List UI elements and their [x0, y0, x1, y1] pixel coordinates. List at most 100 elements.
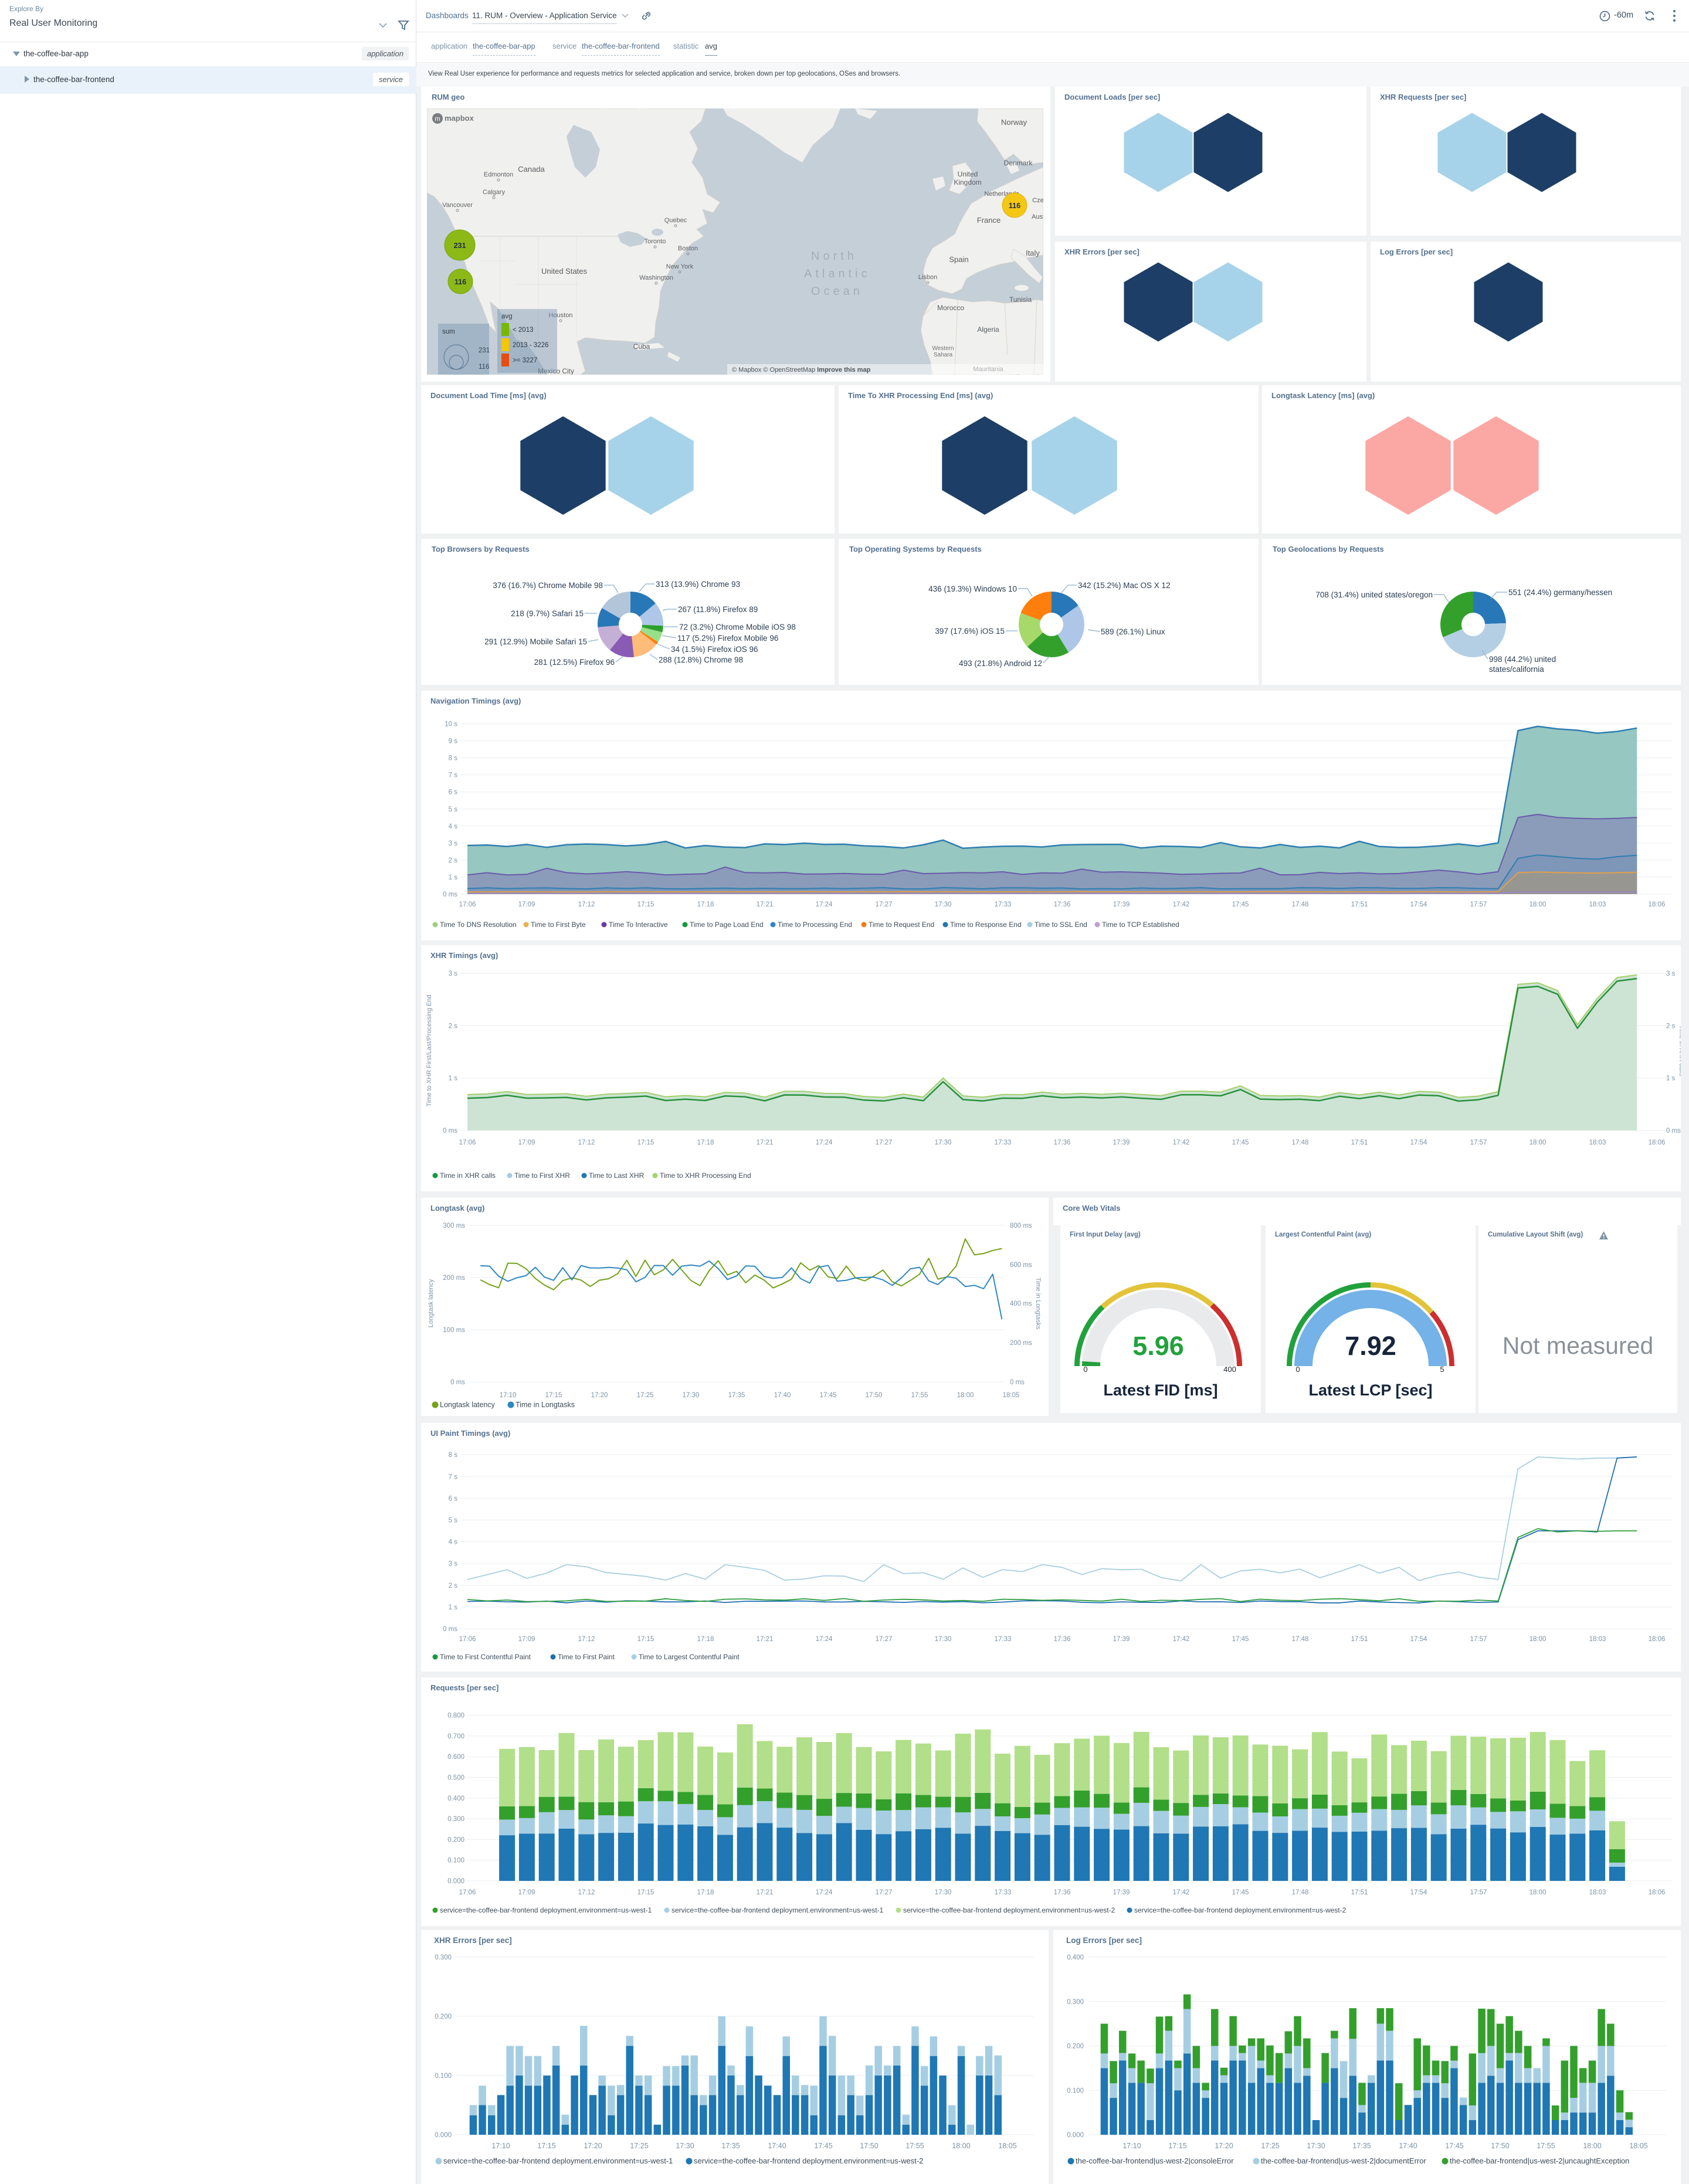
svg-text:2 s: 2 s	[449, 857, 458, 864]
svg-text:17:18: 17:18	[697, 1636, 714, 1643]
svg-text:18:00: 18:00	[1583, 2142, 1601, 2150]
svg-text:17:45: 17:45	[1232, 1889, 1249, 1896]
svg-text:Cuba: Cuba	[633, 342, 650, 351]
svg-text:17:48: 17:48	[1292, 1889, 1309, 1896]
svg-text:291 (12.9%) Mobile Safari 15: 291 (12.9%) Mobile Safari 15	[484, 637, 587, 646]
svg-text:states/california: states/california	[1489, 665, 1544, 674]
svg-text:0.800: 0.800	[447, 1713, 464, 1720]
svg-text:17:57: 17:57	[1470, 1139, 1487, 1146]
svg-text:Houston: Houston	[549, 312, 573, 319]
svg-text:service=the-coffee-bar-fronten: service=the-coffee-bar-frontend deployme…	[440, 1906, 652, 1914]
svg-text:0.300: 0.300	[435, 1954, 452, 1961]
svg-text:18:00: 18:00	[957, 1392, 974, 1399]
svg-text:service=the-coffee-bar-fronten: service=the-coffee-bar-frontend deployme…	[443, 2156, 673, 2165]
svg-text:2013 - 3226: 2013 - 3226	[513, 342, 548, 349]
svg-text:708 (31.4%) united states/oreg: 708 (31.4%) united states/oregon	[1315, 590, 1433, 599]
svg-text:Time to Page Load End: Time to Page Load End	[690, 921, 764, 929]
svg-text:0.600: 0.600	[447, 1754, 464, 1761]
svg-text:17:54: 17:54	[1410, 901, 1427, 908]
svg-text:0: 0	[1295, 1365, 1300, 1374]
svg-text:17:36: 17:36	[1054, 1139, 1071, 1146]
svg-text:Time to First XHR: Time to First XHR	[514, 1171, 570, 1180]
svg-text:17:35: 17:35	[1352, 2142, 1371, 2150]
svg-text:4 s: 4 s	[449, 1539, 458, 1546]
svg-text:0.000: 0.000	[1067, 2132, 1084, 2139]
svg-text:17:25: 17:25	[637, 1392, 654, 1399]
svg-text:17:45: 17:45	[1232, 1636, 1249, 1643]
svg-text:17:55: 17:55	[911, 1392, 928, 1399]
svg-text:Mexico City: Mexico City	[538, 367, 574, 375]
svg-text:17:48: 17:48	[1292, 1139, 1309, 1146]
svg-text:288 (12.8%) Chrome 98: 288 (12.8%) Chrome 98	[659, 655, 743, 664]
svg-text:17:12: 17:12	[578, 901, 595, 908]
svg-text:Sahara: Sahara	[934, 352, 953, 358]
svg-text:18:03: 18:03	[1589, 901, 1606, 908]
svg-text:17:51: 17:51	[1351, 901, 1368, 908]
svg-text:Austr: Austr	[1032, 213, 1043, 220]
svg-text:17:54: 17:54	[1410, 1889, 1427, 1896]
svg-text:17:21: 17:21	[757, 1636, 774, 1643]
svg-text:1 s: 1 s	[449, 1604, 458, 1611]
svg-text:17:35: 17:35	[728, 1392, 745, 1399]
svg-text:218 (9.7%) Safari 15: 218 (9.7%) Safari 15	[511, 609, 584, 618]
svg-text:0.700: 0.700	[447, 1733, 464, 1740]
svg-text:>= 3227: >= 3227	[513, 357, 537, 364]
svg-text:17:39: 17:39	[1113, 1889, 1130, 1896]
svg-text:17:10: 17:10	[1122, 2142, 1141, 2150]
svg-text:17:30: 17:30	[935, 1139, 952, 1146]
svg-text:18:00: 18:00	[1529, 901, 1546, 908]
svg-text:17:30: 17:30	[935, 1636, 952, 1643]
svg-text:17:10: 17:10	[491, 2142, 510, 2150]
svg-text:551 (24.4%) germany/hessen: 551 (24.4%) germany/hessen	[1508, 588, 1612, 597]
svg-text:17:24: 17:24	[816, 1889, 833, 1896]
svg-text:1 s: 1 s	[1666, 1075, 1676, 1082]
svg-text:Time To Interactive: Time To Interactive	[609, 921, 668, 929]
svg-text:200 ms: 200 ms	[1010, 1340, 1032, 1347]
svg-text:the-coffee-bar-frontend|us-wes: the-coffee-bar-frontend|us-west-2|consol…	[1076, 2156, 1234, 2165]
svg-text:5: 5	[1440, 1365, 1444, 1374]
svg-text:17:06: 17:06	[459, 901, 476, 908]
svg-text:281 (12.5%) Firefox 96: 281 (12.5%) Firefox 96	[534, 658, 615, 667]
svg-text:17:24: 17:24	[816, 1139, 833, 1146]
svg-text:17:42: 17:42	[1173, 1636, 1190, 1643]
svg-text:200 ms: 200 ms	[443, 1275, 465, 1282]
svg-text:17:27: 17:27	[876, 1139, 893, 1146]
svg-text:998 (44.2%) united: 998 (44.2%) united	[1489, 655, 1556, 664]
svg-text:313 (13.9%) Chrome 93: 313 (13.9%) Chrome 93	[656, 580, 740, 589]
svg-text:493 (21.8%) Android 12: 493 (21.8%) Android 12	[959, 659, 1042, 668]
svg-text:sum: sum	[442, 328, 455, 335]
svg-text:5 s: 5 s	[449, 806, 458, 813]
svg-text:17:36: 17:36	[1054, 901, 1071, 908]
svg-text:17:54: 17:54	[1410, 1139, 1427, 1146]
svg-text:17:15: 17:15	[537, 2142, 555, 2150]
svg-text:17:51: 17:51	[1351, 1889, 1368, 1896]
svg-text:17:51: 17:51	[1351, 1139, 1368, 1146]
svg-text:17:45: 17:45	[1232, 901, 1249, 908]
svg-text:1 s: 1 s	[449, 1075, 458, 1082]
svg-text:17:21: 17:21	[757, 1889, 774, 1896]
svg-text:7.92: 7.92	[1345, 1331, 1396, 1361]
svg-text:United States: United States	[541, 267, 588, 276]
svg-text:400 ms: 400 ms	[1010, 1300, 1032, 1307]
svg-text:17:18: 17:18	[697, 1889, 714, 1896]
svg-text:3 s: 3 s	[449, 1561, 458, 1568]
svg-text:17:45: 17:45	[1445, 2142, 1463, 2150]
svg-text:17:45: 17:45	[1232, 1139, 1249, 1146]
svg-text:17:15: 17:15	[637, 1139, 654, 1146]
svg-text:17:40: 17:40	[1399, 2142, 1417, 2150]
svg-text:34 (1.5%) Firefox iOS 96: 34 (1.5%) Firefox iOS 96	[671, 645, 758, 654]
svg-text:Lisbon: Lisbon	[918, 274, 937, 281]
svg-text:17:06: 17:06	[459, 1889, 476, 1896]
svg-text:17:36: 17:36	[1054, 1636, 1071, 1643]
svg-text:0 ms: 0 ms	[443, 1127, 457, 1135]
svg-text:17:36: 17:36	[1054, 1889, 1071, 1896]
svg-text:Time to Largest Contentful Pai: Time to Largest Contentful Paint	[639, 1653, 740, 1661]
svg-text:397 (17.6%) iOS 15: 397 (17.6%) iOS 15	[935, 627, 1005, 636]
svg-text:3 s: 3 s	[1666, 970, 1676, 977]
svg-text:17:15: 17:15	[637, 1889, 654, 1896]
svg-text:17:18: 17:18	[697, 901, 714, 908]
svg-text:17:57: 17:57	[1470, 901, 1487, 908]
svg-text:Time in XHR calls: Time in XHR calls	[1678, 1025, 1681, 1076]
svg-text:17:30: 17:30	[676, 2142, 694, 2150]
svg-text:4 s: 4 s	[449, 823, 458, 830]
